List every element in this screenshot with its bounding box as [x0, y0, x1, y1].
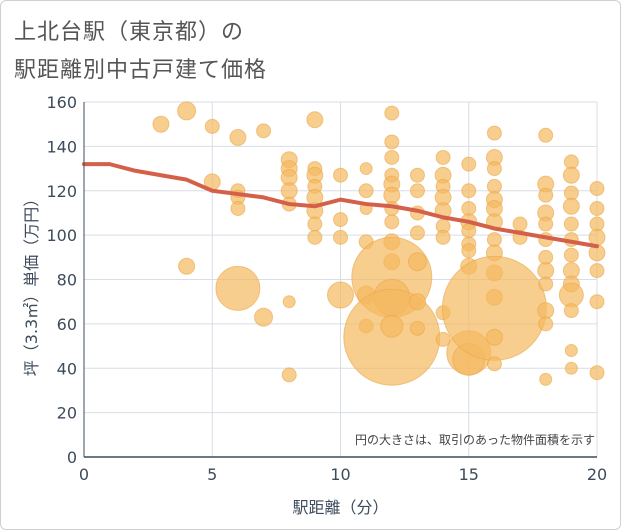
trend-line [82, 162, 599, 249]
data-bubble [359, 162, 373, 176]
data-bubble [152, 115, 170, 133]
data-bubble [256, 123, 272, 139]
data-bubble [280, 182, 298, 200]
x-tick-label: 20 [587, 465, 607, 484]
data-bubble [215, 265, 261, 311]
data-bubble [177, 101, 197, 121]
data-bubble [538, 216, 554, 232]
data-bubble [307, 229, 323, 245]
data-bubble [384, 149, 400, 165]
data-bubble [380, 314, 404, 338]
data-bubble [461, 156, 477, 172]
data-bubble [486, 356, 502, 372]
data-bubble [383, 186, 401, 204]
data-bubble [384, 134, 400, 150]
data-bubble [229, 129, 247, 146]
data-bubble [409, 167, 425, 183]
data-bubble [537, 302, 555, 320]
chart-title-line1: 上北台駅（東京都）の [14, 20, 245, 45]
y-tick-label: 60 [57, 315, 77, 334]
data-bubble [564, 344, 578, 357]
data-bubble [589, 201, 605, 216]
x-tick-label: 5 [207, 465, 217, 484]
data-bubble [563, 303, 579, 319]
y-tick-label: 80 [57, 271, 77, 290]
bubble-series [152, 101, 606, 386]
data-bubble [333, 167, 348, 183]
data-bubble [461, 223, 477, 239]
data-bubble [408, 293, 426, 311]
data-bubble [178, 257, 196, 275]
y-axis-label: 坪（3.3㎡）単価（万円） [22, 191, 41, 376]
data-bubble [588, 228, 606, 246]
data-bubble [562, 166, 580, 184]
data-bubble [461, 183, 477, 199]
x-tick-label: 15 [459, 465, 479, 484]
data-bubble [435, 149, 451, 165]
data-bubble [589, 263, 605, 279]
data-bubble [333, 229, 348, 245]
data-bubble [512, 216, 528, 232]
y-tick-label: 100 [46, 226, 77, 245]
data-bubble [537, 262, 555, 280]
data-bubble [539, 372, 553, 386]
x-axis-label: 駅距離（分） [292, 498, 388, 517]
data-bubble [563, 216, 579, 232]
data-bubble [281, 367, 297, 383]
data-bubble [435, 331, 451, 347]
data-bubble [563, 247, 579, 263]
data-bubble [407, 252, 427, 272]
data-bubble [538, 276, 554, 292]
data-bubble [435, 229, 451, 245]
data-bubble [306, 111, 324, 129]
data-bubble [327, 281, 354, 309]
y-tick-label: 160 [46, 93, 77, 112]
y-tick-label: 0 [67, 448, 77, 467]
x-tick-label: 0 [79, 465, 89, 484]
data-bubble [333, 212, 348, 228]
data-bubble [564, 361, 578, 375]
trend-series [82, 162, 599, 249]
tick-labels: 0 20 40 60 80 100 120 140 160 0 5 10 15 20 [46, 93, 607, 484]
x-tick-label: 10 [330, 465, 350, 484]
data-bubble [409, 320, 425, 336]
y-tick-label: 20 [57, 404, 77, 423]
data-bubble [589, 365, 605, 381]
data-bubble [589, 181, 605, 197]
bubble-size-note: 円の大きさは、取引のあった物件面積を示す [355, 432, 595, 447]
data-bubble [307, 216, 323, 232]
data-bubble [384, 214, 400, 230]
data-bubble [589, 294, 605, 310]
data-bubble [358, 183, 374, 199]
data-bubble [486, 161, 502, 177]
data-bubble [230, 201, 246, 216]
data-bubble [538, 187, 554, 203]
data-bubble [485, 328, 503, 346]
chart-title-line2: 駅距離別中古戸建て価格 [14, 58, 268, 83]
y-tick-label: 140 [46, 137, 77, 156]
data-bubble [384, 105, 400, 121]
data-bubble [409, 183, 425, 199]
y-tick-label: 120 [46, 182, 77, 201]
axes [83, 102, 597, 458]
data-bubble [282, 295, 296, 309]
data-bubble [254, 307, 274, 327]
data-bubble [538, 316, 554, 332]
data-bubble [204, 118, 220, 134]
data-bubble [409, 225, 425, 241]
data-bubble [461, 243, 477, 259]
y-tick-label: 40 [57, 359, 77, 378]
data-bubble [562, 197, 580, 215]
data-bubble [538, 127, 554, 143]
data-bubble [486, 125, 502, 141]
